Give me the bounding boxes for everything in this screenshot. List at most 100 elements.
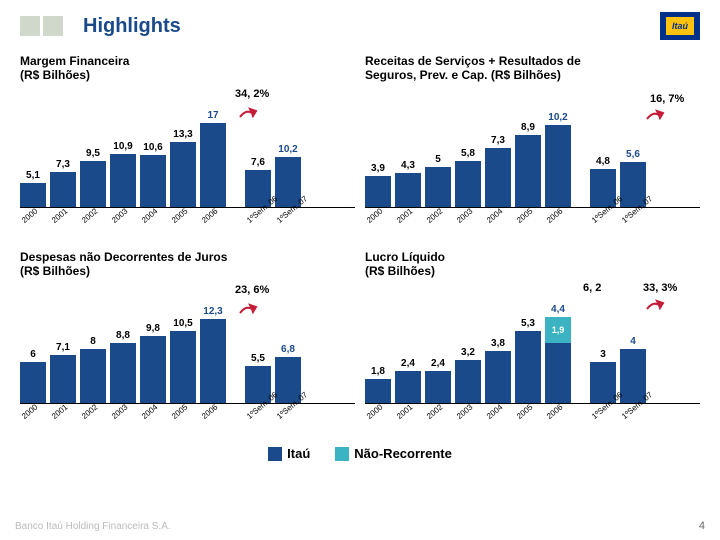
chart-block: Receitas de Serviços + Resultados deSegu…	[360, 52, 705, 248]
bar-seg-itau	[170, 142, 196, 209]
bar-value: 5,6	[620, 149, 646, 160]
bar-value: 10,6	[140, 142, 166, 153]
bar-seg-itau	[515, 135, 541, 208]
bar-seg-itau	[50, 172, 76, 209]
bar-value: 5,5	[245, 353, 271, 364]
bar: 7,3	[485, 148, 511, 208]
bar-value: 10,2	[275, 144, 301, 155]
bar: 9,8	[140, 336, 166, 404]
bar: 3,8	[485, 351, 511, 404]
bar: 10,2	[545, 125, 571, 208]
bar: 7,3	[50, 172, 76, 209]
bar-seg-itau	[200, 319, 226, 404]
growth-arrow-icon	[238, 106, 258, 118]
bar-value: 3,8	[485, 338, 511, 349]
bar-nonrec-value: 1,9	[545, 325, 571, 335]
page-number: 4	[699, 520, 705, 532]
chart-area: 23, 6%67,188,89,810,512,35,56,8200020012…	[20, 284, 355, 439]
bar: 13,3	[170, 142, 196, 209]
chart-title: Lucro Líquido(R$ Bilhões)	[365, 250, 700, 280]
x-labels: 20002001200220032004200520061ºSem. 061ºS…	[20, 404, 355, 439]
bar: 7,1	[50, 355, 76, 404]
bars: 3,94,355,87,38,910,24,85,6	[365, 118, 700, 208]
bar-seg-itau	[80, 349, 106, 404]
decor-box	[43, 16, 63, 36]
bar-value: 10,5	[170, 318, 196, 329]
bar: 5,3	[515, 331, 541, 404]
bars: 67,188,89,810,512,35,56,8	[20, 314, 355, 404]
bar-seg-itau	[455, 161, 481, 208]
chart-area: 34, 2%5,17,39,510,910,613,3177,610,22000…	[20, 88, 355, 243]
bar-seg-itau	[110, 154, 136, 209]
bar-value: 6	[20, 349, 46, 360]
bar-value: 4,3	[395, 160, 421, 171]
legend-swatch-itau	[268, 447, 282, 461]
bar-value: 5,8	[455, 148, 481, 159]
bars: 1,82,42,43,23,85,34,41,934	[365, 314, 700, 404]
bar-value: 7,6	[245, 157, 271, 168]
bar: 5,8	[455, 161, 481, 208]
bar: 8,9	[515, 135, 541, 208]
footer-brand: Banco Itaú Holding Financeira S.A.	[15, 521, 171, 532]
itau-logo: Itaú	[660, 12, 700, 40]
bar-seg-itau	[425, 167, 451, 208]
bar-seg-itau	[140, 336, 166, 404]
page-title: Highlights	[83, 15, 660, 38]
bar-value: 8,8	[110, 330, 136, 341]
bar: 8	[80, 349, 106, 404]
bar-value: 12,3	[200, 306, 226, 317]
bar-value: 10,2	[545, 112, 571, 123]
chart-block: Despesas não Decorrentes de Juros(R$ Bil…	[15, 248, 360, 444]
legend: Itaú Não-Recorrente	[0, 446, 720, 461]
x-labels: 20002001200220032004200520061ºSem. 061ºS…	[365, 404, 700, 439]
bar-value: 7,1	[50, 342, 76, 353]
pct-label: 16, 7%	[650, 93, 684, 105]
pct-label: 34, 2%	[235, 88, 269, 100]
bar-seg-itau	[455, 360, 481, 404]
bar: 10,5	[170, 331, 196, 404]
bar-value: 4,4	[545, 304, 571, 315]
bar-value: 13,3	[170, 129, 196, 140]
bar-value: 9,8	[140, 323, 166, 334]
bar-seg-itau	[200, 123, 226, 208]
bar-seg-itau	[140, 155, 166, 208]
bar-value: 9,5	[80, 148, 106, 159]
bar-value: 17	[200, 110, 226, 121]
bar: 9,5	[80, 161, 106, 209]
bars: 5,17,39,510,910,613,3177,610,2	[20, 118, 355, 208]
bar-seg-itau	[485, 148, 511, 208]
chart-area: 6, 233, 3%1,82,42,43,23,85,34,41,9342000…	[365, 284, 700, 439]
bar-seg-itau	[170, 331, 196, 404]
bar-value: 4	[620, 336, 646, 347]
bar-value: 1,8	[365, 366, 391, 377]
pct-label: 33, 3%	[643, 282, 677, 294]
bar: 12,3	[200, 319, 226, 404]
chart-block: Lucro Líquido(R$ Bilhões) 6, 2 33, 3% 1,8 2,…	[360, 248, 705, 444]
legend-itau: Itaú	[268, 446, 310, 461]
legend-label-itau: Itaú	[287, 446, 310, 461]
bar-value: 2,4	[425, 358, 451, 369]
header-decor	[20, 16, 63, 36]
bar-seg-itau	[50, 355, 76, 404]
pct-label: 6, 2	[583, 282, 601, 294]
bar-value: 5,3	[515, 318, 541, 329]
bar-value: 8	[80, 336, 106, 347]
bar: 8,8	[110, 343, 136, 404]
itau-logo-text: Itaú	[666, 17, 694, 35]
bar: 4,41,9	[545, 317, 571, 404]
bar-seg-itau	[545, 125, 571, 208]
bar: 5	[425, 167, 451, 208]
bar-value: 7,3	[50, 159, 76, 170]
bar-seg-itau	[395, 173, 421, 208]
bar: 10,6	[140, 155, 166, 208]
pct-label: 23, 6%	[235, 284, 269, 296]
chart-block: Margem Financeira(R$ Bilhões)34, 2%5,17,…	[15, 52, 360, 248]
decor-box	[20, 16, 40, 36]
legend-label-nonrec: Não-Recorrente	[354, 446, 452, 461]
bar-value: 10,9	[110, 141, 136, 152]
bar-value: 7,3	[485, 135, 511, 146]
bar-value: 5,1	[20, 170, 46, 181]
bar-value: 4,8	[590, 156, 616, 167]
legend-nonrec: Não-Recorrente	[335, 446, 452, 461]
bar-seg-itau	[545, 343, 571, 404]
